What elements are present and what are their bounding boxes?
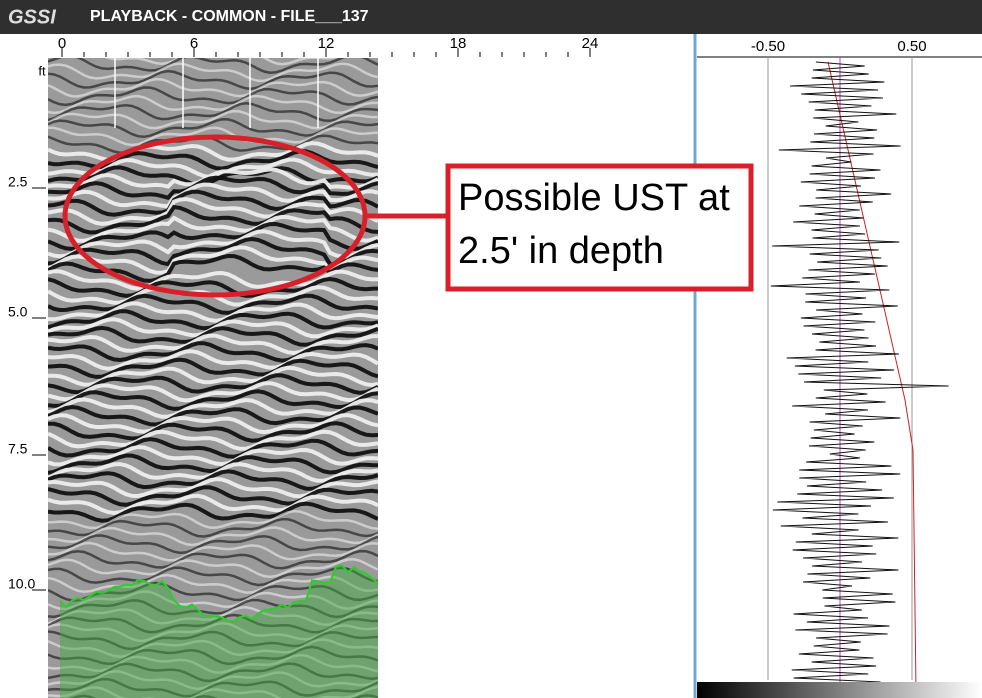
window-title: PLAYBACK - COMMON - FILE___137	[90, 8, 369, 25]
y-tick-label: 5.0	[8, 304, 28, 320]
radargram	[48, 31, 378, 698]
logo: GSSI	[8, 6, 56, 28]
color-bar	[697, 682, 982, 698]
trace-tick-label: -0.50	[751, 38, 785, 55]
waveform	[771, 62, 949, 686]
y-tick-label: 2.5	[8, 174, 28, 190]
trace-tick-label: 0.50	[897, 38, 926, 55]
unit-label: ft	[38, 63, 46, 78]
trace	[771, 62, 949, 686]
screen: GSSI PLAYBACK - COMMON - FILE___137 ft P…	[0, 0, 982, 698]
y-tick-label: 7.5	[8, 441, 28, 457]
y-tick-label: 10.0	[8, 576, 35, 592]
callout-text: 2.5' in depth	[458, 230, 664, 272]
callout-text: Possible UST at	[458, 177, 730, 219]
